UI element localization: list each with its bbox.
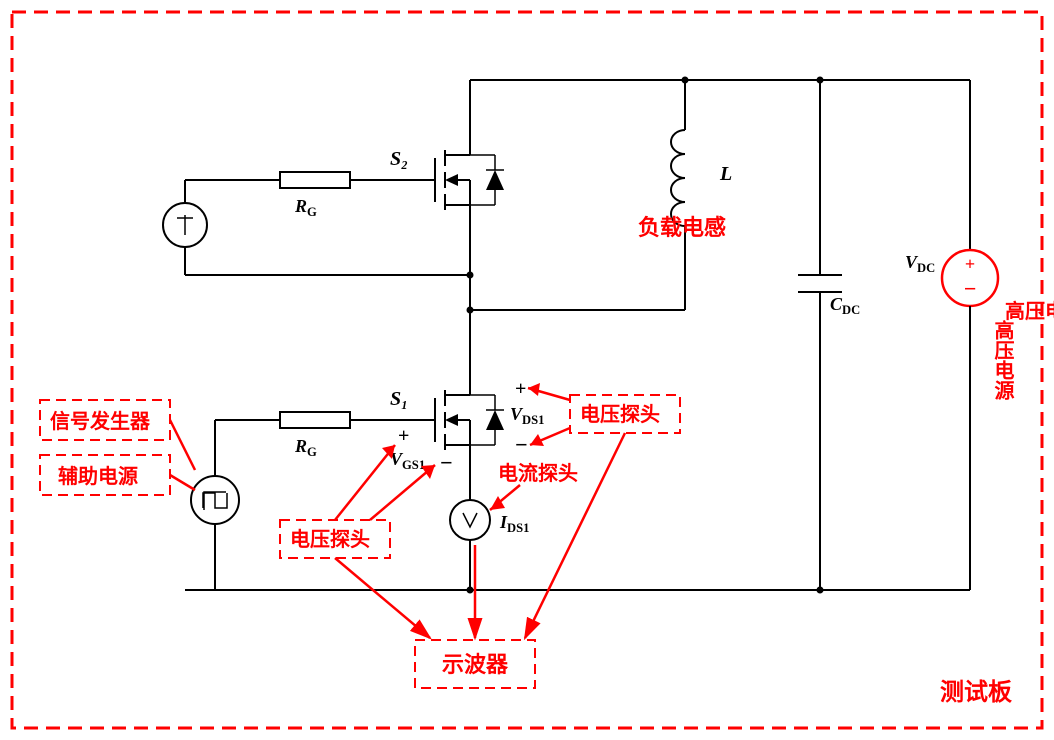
node-s2-return: [467, 272, 474, 279]
label-vdc: VDC: [905, 252, 935, 275]
node-mid: [467, 307, 474, 314]
outer-test-board-box: [12, 12, 1042, 728]
resistor-rg-top: [280, 172, 350, 188]
ann-signal-gen: 信号发生器: [50, 409, 151, 433]
node-L-top: [682, 77, 689, 84]
ann-current-probe: 电流探头: [498, 461, 578, 485]
label-rg-top: RG: [294, 196, 317, 219]
vgs1-plus: +: [398, 425, 409, 447]
svg-text:+: +: [965, 254, 975, 274]
capacitor-cdc: [798, 80, 842, 590]
arrow-to-scope-1: [335, 558, 430, 638]
ann-aux-supply: 辅助电源: [58, 464, 138, 488]
label-vgs1: VGS1: [390, 449, 425, 472]
vgs1-minus: −: [440, 450, 453, 475]
ann-hv-supply-txt: 高压电源: [991, 319, 1014, 400]
current-sense-ids1: [450, 500, 490, 540]
ann-test-board: 测试板: [940, 679, 1013, 706]
node-c-top: [817, 77, 824, 84]
node-bottom1: [467, 587, 474, 594]
arrow-aux: [170, 475, 195, 490]
label-s2: S₂: [390, 148, 408, 170]
vdc-source: + −: [942, 80, 998, 590]
label-s1: S₁: [390, 388, 408, 410]
ann-vprobe-right: 电压探头: [580, 403, 660, 426]
node-c-bot: [817, 587, 824, 594]
svg-text:−: −: [964, 276, 977, 301]
label-vds1: VDS1: [510, 404, 544, 427]
ann-vprobe-left: 电压探头: [290, 528, 370, 551]
mosfet-s2: [395, 150, 504, 210]
arrowhead-vpl2: [421, 465, 435, 479]
mosfet-s1: [395, 390, 504, 450]
ann-load-inductor: 负载电感: [638, 215, 726, 240]
ann-oscilloscope: 示波器: [442, 652, 509, 677]
arrow-vprobe-l1: [335, 445, 395, 520]
vds1-plus: +: [515, 378, 526, 400]
ids1-arrow-v: [463, 513, 477, 527]
resistor-rg-bot: [280, 412, 350, 428]
vds1-minus: −: [515, 432, 528, 457]
pulse-glyph: [203, 493, 227, 508]
inductor-L: [671, 80, 685, 310]
label-cdc: CDC: [830, 294, 860, 317]
label-rg-bot: RG: [294, 436, 317, 459]
label-L: L: [719, 163, 732, 185]
label-ids1: IDS1: [499, 512, 529, 535]
arrow-siggen: [170, 420, 195, 470]
arrow-vprobe-l2: [370, 465, 435, 520]
